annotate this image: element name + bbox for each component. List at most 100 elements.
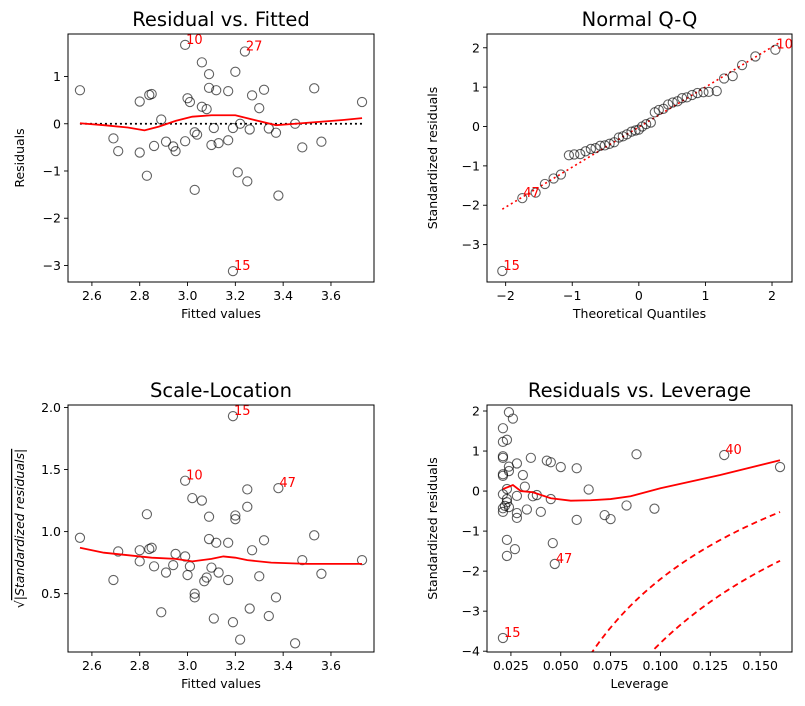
data-point xyxy=(509,543,521,555)
panel-3: Scale-Location 2.6 2.8 3.0 3.2 3.4 3.6 2.0 1.5 1.… xyxy=(12,379,375,691)
data-point xyxy=(718,73,730,84)
data-point xyxy=(179,475,191,486)
lowess-line xyxy=(502,459,781,502)
data-point xyxy=(134,556,145,567)
data-point xyxy=(626,126,637,137)
data-point xyxy=(563,150,575,161)
data-point xyxy=(698,87,709,98)
data-point xyxy=(182,569,193,581)
data-point xyxy=(273,483,284,494)
data-point xyxy=(230,514,241,525)
data-point xyxy=(239,46,251,57)
y-tick-label: 1 xyxy=(53,69,61,84)
data-point xyxy=(501,534,513,546)
data-point xyxy=(539,178,551,190)
data-point xyxy=(156,607,167,618)
data-point xyxy=(521,504,533,515)
data-point xyxy=(223,537,234,548)
y-tick-label: −2 xyxy=(43,211,61,226)
point-annotation: 47 xyxy=(279,476,296,491)
data-point xyxy=(547,537,558,549)
plot-area xyxy=(497,407,786,652)
y-tick-label: 0.5 xyxy=(41,586,61,601)
data-point xyxy=(168,559,179,571)
x-axis-label: Fitted values xyxy=(181,676,261,691)
data-point xyxy=(234,118,246,129)
x-tick-label: 3.0 xyxy=(178,658,198,673)
data-point xyxy=(74,85,86,96)
data-point xyxy=(519,481,531,492)
data-point xyxy=(242,484,253,495)
data-point xyxy=(141,170,153,181)
data-point xyxy=(134,147,145,158)
y-tick-label: −4 xyxy=(462,644,480,659)
data-point xyxy=(179,136,191,147)
lowess-line xyxy=(79,114,363,132)
data-point xyxy=(507,413,519,424)
data-point xyxy=(227,265,239,277)
data-point xyxy=(676,93,688,104)
cooks-distance-line xyxy=(591,511,781,652)
data-point xyxy=(583,484,594,495)
data-point xyxy=(356,96,368,108)
data-point xyxy=(141,509,153,520)
data-point xyxy=(501,493,513,505)
data-point xyxy=(246,545,258,556)
x-tick-label: 0.125 xyxy=(692,658,728,673)
data-point xyxy=(555,461,566,473)
data-point xyxy=(156,114,167,125)
data-point xyxy=(750,51,761,62)
x-tick-label: 2.8 xyxy=(130,658,150,673)
data-point xyxy=(599,140,611,151)
data-point xyxy=(580,146,591,157)
data-point xyxy=(211,537,222,548)
data-point xyxy=(316,568,327,579)
x-tick-label: 3.2 xyxy=(225,658,245,673)
y-tick-label: −3 xyxy=(43,258,61,273)
y-tick-label: 1 xyxy=(472,80,480,95)
data-point xyxy=(569,149,580,160)
point-annotation: 15 xyxy=(234,404,251,419)
y-tick-label: −3 xyxy=(462,237,480,252)
data-point xyxy=(297,555,308,566)
y-tick-label: 1.0 xyxy=(41,524,61,539)
data-point xyxy=(503,465,515,477)
axes-frame xyxy=(486,404,793,653)
data-point xyxy=(196,101,208,112)
plot-area xyxy=(74,39,368,277)
data-point xyxy=(497,452,509,463)
data-point xyxy=(203,82,215,94)
y-axis-label: Residuals xyxy=(12,128,27,187)
panel-4: Residuals vs. Leverage 0.025 0.050 0.075 0.1… xyxy=(425,379,793,691)
data-point xyxy=(517,469,529,481)
y-tick-label: 2.0 xyxy=(41,400,61,415)
x-tick-label: 2.6 xyxy=(82,658,102,673)
data-point xyxy=(230,66,241,77)
data-point xyxy=(254,103,265,114)
point-annotation: 15 xyxy=(234,259,251,274)
data-point xyxy=(530,187,541,198)
data-point xyxy=(309,530,320,541)
y-axis-label-text: |Standardized residuals| xyxy=(12,449,27,600)
data-point xyxy=(254,571,265,582)
y-tick-label: 2 xyxy=(472,404,480,419)
x-tick-label: 0.150 xyxy=(742,658,778,673)
data-point xyxy=(545,457,556,468)
data-point xyxy=(223,135,234,146)
data-point xyxy=(206,139,217,151)
data-point xyxy=(184,96,196,108)
data-point xyxy=(144,543,155,555)
x-tick-label: −2 xyxy=(496,288,514,303)
data-point xyxy=(242,501,253,512)
data-point xyxy=(232,167,243,178)
x-tick-label: 2 xyxy=(768,288,776,303)
data-point xyxy=(258,84,270,95)
data-point xyxy=(191,129,203,140)
data-point xyxy=(189,184,200,196)
panel-title: Normal Q-Q xyxy=(582,8,698,31)
axes-frame xyxy=(486,33,793,283)
data-point xyxy=(686,89,698,101)
data-point xyxy=(297,142,308,153)
